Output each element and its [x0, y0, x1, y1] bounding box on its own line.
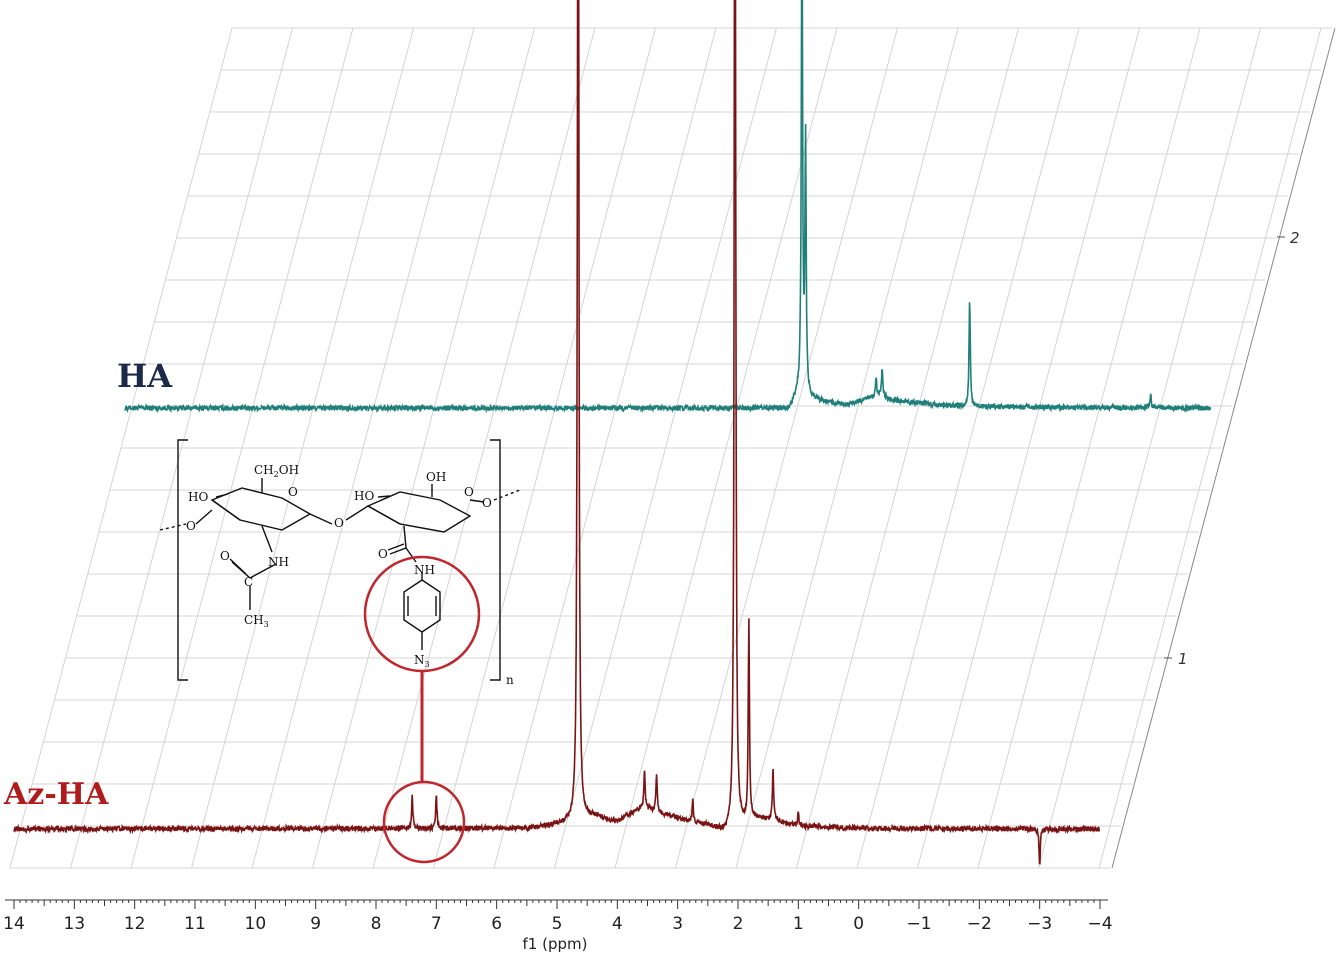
- bridge-right: [345, 505, 369, 521]
- label-oh-top: OH: [426, 470, 446, 484]
- ring-1-ho: [215, 493, 229, 498]
- label-carbon: C: [244, 575, 253, 589]
- label-nh-1: NH: [268, 555, 289, 569]
- depth-tick-2: 2: [1277, 229, 1300, 247]
- x-tick-label: 12: [124, 914, 146, 934]
- aromatic-highlight: [363, 555, 481, 864]
- ring-2-ho: [377, 495, 391, 498]
- ring-2-bond: [367, 505, 401, 525]
- label-ring-o-2: O: [464, 485, 474, 499]
- depth-axis: 1 2: [1111, 27, 1336, 869]
- label-carbonyl-o-2: O: [378, 547, 388, 561]
- label-bridge-o: O: [334, 516, 344, 530]
- amide-o-2: [387, 543, 405, 551]
- label-nh-2: NH: [414, 563, 435, 577]
- label-end-o-left: O: [186, 519, 196, 533]
- ring-2-o-right: [469, 499, 485, 503]
- ring-2-dash: [493, 489, 521, 501]
- amide-nh: [405, 547, 417, 563]
- series-layer: [13, 0, 1212, 865]
- depth-tick-1: 1: [1164, 650, 1188, 668]
- label-ho-1: HO: [188, 490, 208, 504]
- ring-1-o-left: [195, 509, 213, 525]
- series-line-ha: [124, 0, 1212, 414]
- x-tick-label: 5: [552, 914, 563, 934]
- x-tick-label: 14: [3, 914, 25, 934]
- ring-1-nh: [261, 525, 273, 553]
- x-tick-label: 8: [371, 914, 382, 934]
- x-tick-label: −2: [967, 914, 992, 934]
- series-label-ha: HA: [117, 357, 173, 395]
- label-ch3: CH3: [244, 613, 269, 629]
- x-tick-label: 3: [672, 914, 683, 934]
- depth-tick-label-2: 2: [1290, 229, 1300, 247]
- label-end-o-right: O: [482, 496, 492, 510]
- x-tick-label: 4: [612, 914, 623, 934]
- c-o-double: [229, 558, 247, 575]
- benzene-ring: [403, 579, 441, 633]
- x-tick-label: −1: [906, 914, 931, 934]
- x-tick-label: 10: [245, 914, 267, 934]
- series-label-az-ha: Az-HA: [3, 777, 109, 812]
- x-tick-label: 11: [184, 914, 206, 934]
- depth-tick-label-1: 1: [1178, 650, 1188, 668]
- x-tick-label: 9: [310, 914, 321, 934]
- label-carbonyl-o-1: O: [220, 549, 230, 563]
- label-repeat-n: n: [506, 673, 514, 687]
- amide-o: [389, 547, 407, 555]
- x-tick-label: 6: [491, 914, 502, 934]
- left-bracket: [177, 439, 188, 681]
- x-tick-label: 1: [793, 914, 804, 934]
- az-ha-structure: [159, 439, 521, 681]
- x-axis: 14 13 12 11 10 9 8 7 6 5 4 3 2 1 0 −1 −2 −3 −4 f1 (ppm): [3, 899, 1113, 953]
- label-ch2oh: CH2OH: [254, 463, 299, 479]
- structure-labels: CH2OH HO O O O NH O C CH3 OH HO O O O NH…: [186, 463, 514, 687]
- x-axis-label: f1 (ppm): [523, 935, 588, 953]
- ring-2: [366, 491, 472, 533]
- x-tick-label: −3: [1027, 914, 1052, 934]
- depth-axis-line: [1111, 27, 1336, 869]
- x-tick-label: 7: [431, 914, 442, 934]
- ring-1-bond: [211, 499, 241, 521]
- left-dash: [159, 523, 187, 531]
- x-tick-label: 2: [733, 914, 744, 934]
- label-ho-2: HO: [354, 489, 374, 503]
- label-ring-o-1: O: [288, 485, 298, 499]
- bridge-left: [309, 513, 333, 525]
- nh-c: [249, 563, 277, 579]
- perspective-grid: [9, 27, 1332, 869]
- ring-2-amide: [403, 525, 407, 549]
- x-tick-label: −4: [1087, 914, 1112, 934]
- right-bracket: [490, 439, 501, 681]
- x-ticks: 14 13 12 11 10 9 8 7 6 5 4 3 2 1 0 −1 −2 −3 −4: [3, 900, 1113, 934]
- x-tick-label: 0: [853, 914, 864, 934]
- label-n3: N3: [414, 653, 430, 669]
- spectrum-highlight-circle: [382, 780, 466, 864]
- x-tick-label: 13: [64, 914, 86, 934]
- series-line-az-ha: [13, 0, 1101, 865]
